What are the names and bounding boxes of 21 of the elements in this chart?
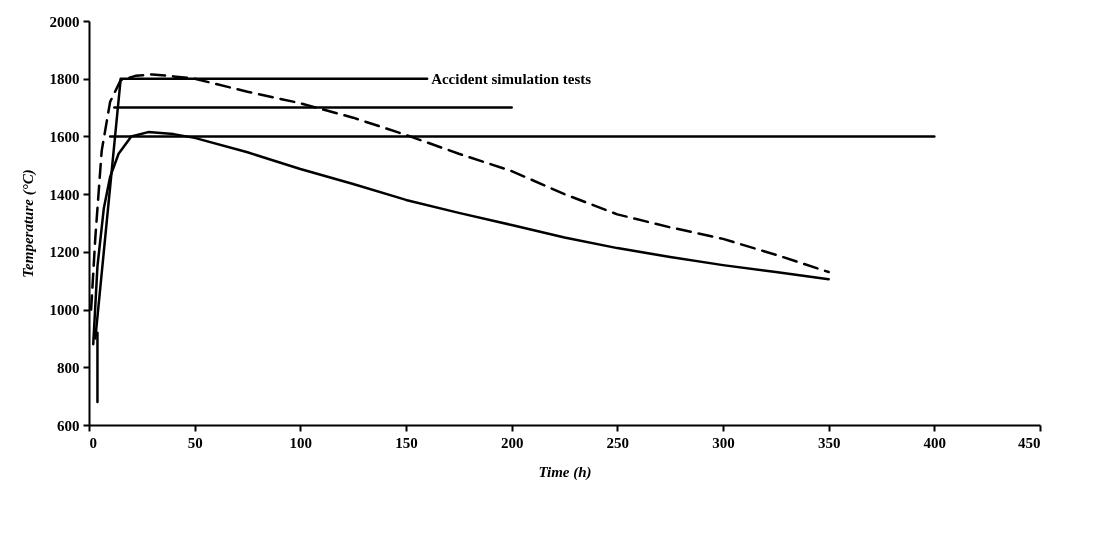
y-tick-label: 1000 bbox=[49, 302, 80, 319]
y-tick-label: 600 bbox=[57, 417, 80, 434]
x-tick-label: 50 bbox=[187, 434, 203, 451]
x-tick-label: 300 bbox=[712, 434, 735, 451]
x-tick-label: 100 bbox=[289, 434, 313, 451]
x-tick-label: 150 bbox=[395, 434, 418, 451]
y-tick-label: 800 bbox=[57, 359, 80, 376]
x-tick-label: 400 bbox=[923, 434, 947, 451]
y-tick-label: 2000 bbox=[49, 13, 80, 30]
y-axis-title: Temperature (°C) bbox=[19, 169, 37, 278]
annotation: Accident simulation tests bbox=[431, 70, 592, 87]
y-tick-label: 1400 bbox=[49, 186, 80, 203]
x-tick-label: 200 bbox=[500, 434, 524, 451]
y-tick-label: 1600 bbox=[49, 128, 80, 145]
x-axis-title: Time (h) bbox=[538, 463, 592, 481]
y-tick-label: 1800 bbox=[49, 71, 80, 88]
x-tick-label: 250 bbox=[606, 434, 630, 451]
x-tick-label: 450 bbox=[1018, 434, 1041, 451]
x-tick-label: 350 bbox=[817, 434, 841, 451]
y-tick-label: 1200 bbox=[49, 244, 80, 261]
x-tick-label: 0 bbox=[89, 434, 97, 451]
